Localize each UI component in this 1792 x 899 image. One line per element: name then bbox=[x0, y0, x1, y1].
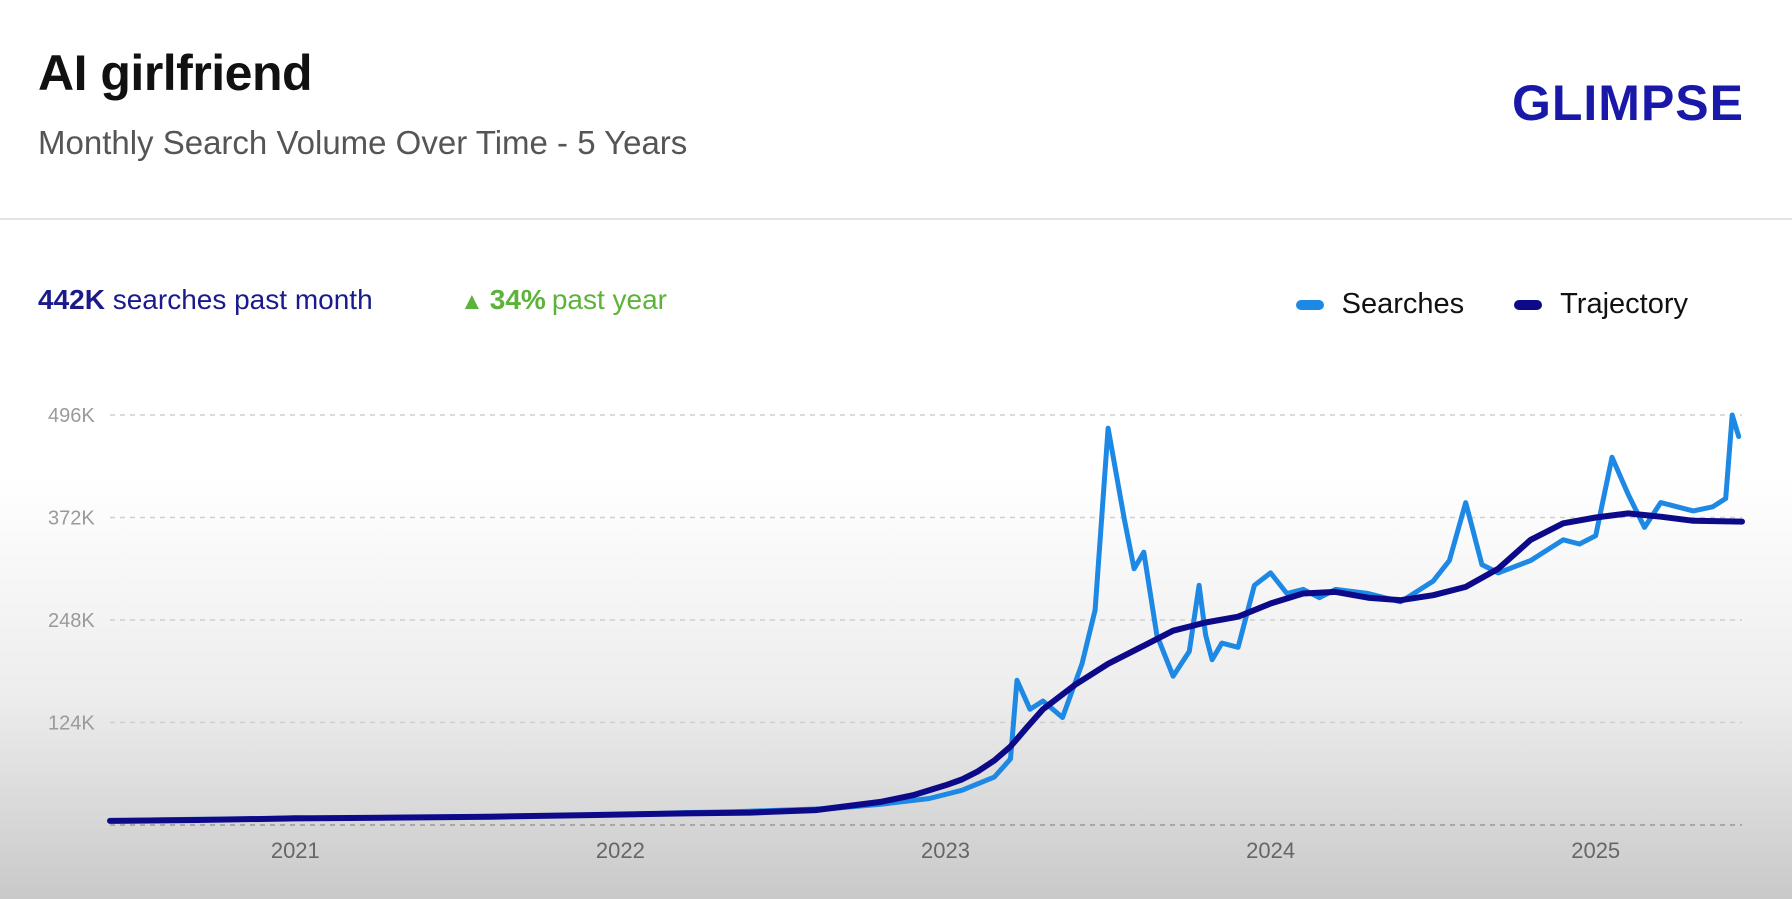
header: AI girlfriend Monthly Search Volume Over… bbox=[0, 0, 1792, 220]
y-tick-label: 248K bbox=[48, 610, 95, 632]
legend-swatch-searches bbox=[1295, 299, 1324, 310]
volume-label: searches past month bbox=[112, 284, 373, 315]
up-triangle-icon: ▲ bbox=[460, 288, 484, 315]
legend-label-searches: Searches bbox=[1341, 288, 1465, 320]
growth-value: 34% bbox=[489, 284, 546, 315]
page-title: AI girlfriend bbox=[38, 45, 313, 101]
y-tick-label: 124K bbox=[48, 713, 95, 735]
legend-item-trajectory[interactable]: Trajectory bbox=[1514, 288, 1688, 321]
x-tick-label: 2022 bbox=[596, 838, 645, 863]
series-trajectory-line bbox=[107, 510, 1745, 824]
growth-stat: ▲ 34% past year bbox=[460, 284, 667, 316]
volume-value: 442K bbox=[38, 284, 105, 315]
x-tick-label: 2023 bbox=[921, 838, 970, 863]
x-tick-label: 2021 bbox=[271, 838, 320, 863]
chart-panel bbox=[0, 220, 1792, 899]
chart-legend: Searches Trajectory bbox=[1246, 288, 1688, 321]
legend-swatch-trajectory bbox=[1514, 299, 1543, 310]
legend-label-trajectory: Trajectory bbox=[1560, 288, 1688, 320]
growth-label: past year bbox=[551, 284, 667, 315]
legend-item-searches[interactable]: Searches bbox=[1295, 288, 1465, 321]
volume-stat: 442K searches past month bbox=[38, 284, 373, 316]
y-tick-label: 496K bbox=[48, 405, 95, 427]
page-subtitle: Monthly Search Volume Over Time - 5 Year… bbox=[38, 124, 688, 161]
glimpse-logo: GLIMPSE bbox=[1511, 75, 1744, 131]
series-searches-line bbox=[107, 412, 1742, 824]
x-tick-label: 2025 bbox=[1571, 838, 1620, 863]
y-tick-label: 372K bbox=[48, 508, 95, 530]
x-tick-label: 2024 bbox=[1246, 838, 1295, 863]
